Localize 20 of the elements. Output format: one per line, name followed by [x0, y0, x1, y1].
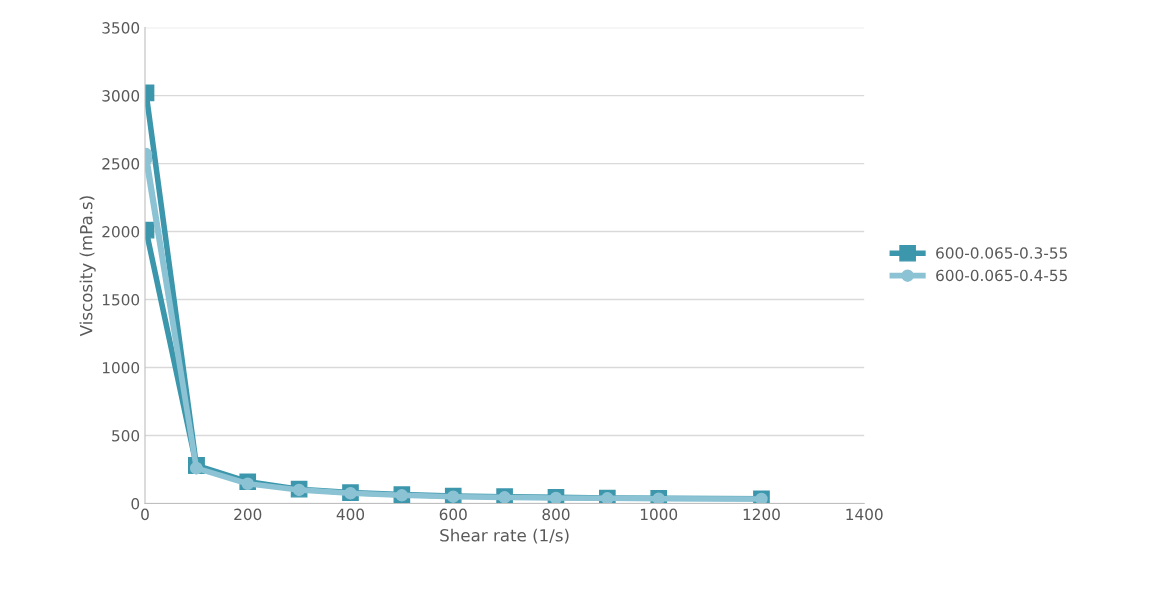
- y-tick-label: 3500: [102, 22, 140, 34]
- x-tick-label: 400: [336, 508, 365, 521]
- x-tick-label: 0: [141, 508, 149, 521]
- y-axis-title: Viscosity (mPa.s): [79, 196, 96, 337]
- y-tick-label: 2500: [102, 158, 140, 170]
- x-tick-label: 1000: [640, 508, 678, 521]
- x-tick-label: 600: [439, 508, 467, 521]
- x-tick-label: 200: [234, 508, 262, 521]
- y-tick-label: 2000: [102, 226, 140, 238]
- y-tick-label: 1000: [102, 361, 140, 374]
- y-tick-label: 0: [131, 497, 140, 510]
- y-tick-label: 500: [112, 429, 140, 442]
- y-tick-label: 1500: [102, 294, 140, 306]
- x-tick-label: 800: [542, 508, 570, 521]
- y-tick-label: 3000: [102, 90, 140, 102]
- legend-label: 600-0.065-0.4-55: [936, 269, 1067, 282]
- x-tick-label: 1400: [846, 508, 883, 521]
- legend-label: 600-0.065-0.3-55: [936, 247, 1067, 259]
- x-tick-label: 1200: [743, 508, 780, 521]
- x-axis-title: Shear rate (1/s): [440, 528, 569, 544]
